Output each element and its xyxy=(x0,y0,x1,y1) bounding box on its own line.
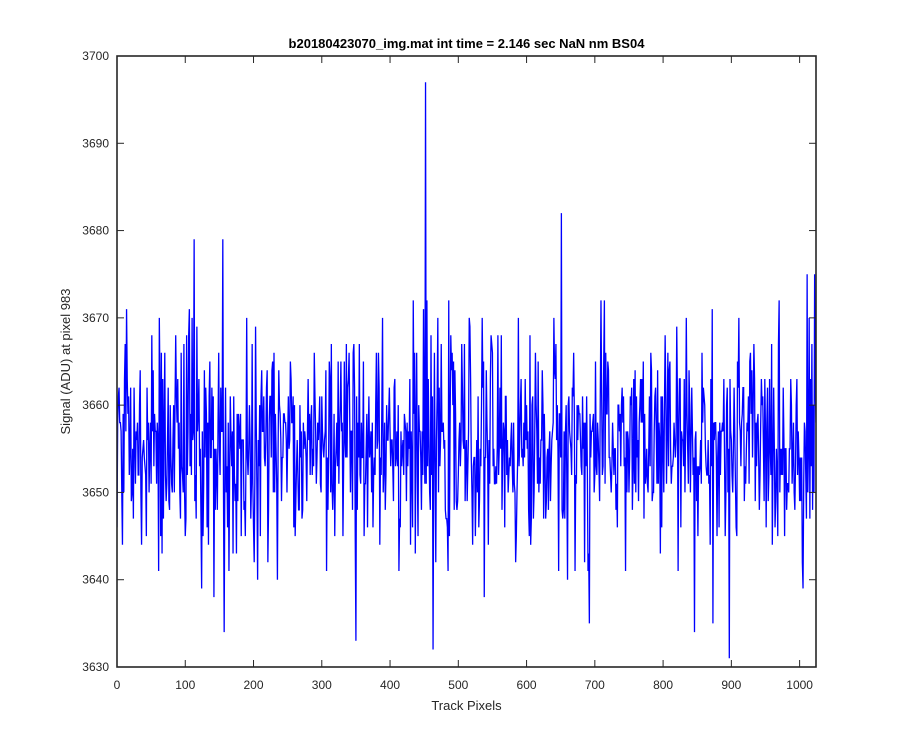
ticks-layer: 0 100 200 300 400 500 600 700 800 900 1000 3630 3640… xyxy=(82,49,816,692)
x-tick-label: 1000 xyxy=(786,678,813,692)
y-tick-label: 3700 xyxy=(82,49,109,63)
y-tick-label: 3670 xyxy=(82,311,109,325)
x-tick-label: 500 xyxy=(448,678,468,692)
y-tick-label: 3660 xyxy=(82,398,109,412)
signal-series-line xyxy=(117,82,816,659)
y-tick-label: 3690 xyxy=(82,136,109,150)
x-axis-label: Track Pixels xyxy=(431,698,502,713)
chart-title: b20180423070_img.mat int time = 2.146 se… xyxy=(289,36,646,51)
x-tick-label: 700 xyxy=(585,678,605,692)
x-tick-label: 0 xyxy=(114,678,121,692)
x-tick-label: 100 xyxy=(175,678,195,692)
x-tick-label: 300 xyxy=(312,678,332,692)
series-layer xyxy=(117,82,816,659)
y-axis-label: Signal (ADU) at pixel 983 xyxy=(58,289,73,435)
axes-layer xyxy=(116,55,817,668)
axes-background xyxy=(117,56,816,667)
y-tick-label: 3650 xyxy=(82,485,109,499)
x-tick-label: 400 xyxy=(380,678,400,692)
x-tick-label: 900 xyxy=(721,678,741,692)
axes-frame xyxy=(116,55,817,668)
x-tick-label: 200 xyxy=(244,678,264,692)
y-tick-label: 3680 xyxy=(82,224,109,238)
x-tick-label: 800 xyxy=(653,678,673,692)
y-tick-label: 3640 xyxy=(82,573,109,587)
y-tick-label: 3630 xyxy=(82,660,109,674)
x-tick-label: 600 xyxy=(517,678,537,692)
